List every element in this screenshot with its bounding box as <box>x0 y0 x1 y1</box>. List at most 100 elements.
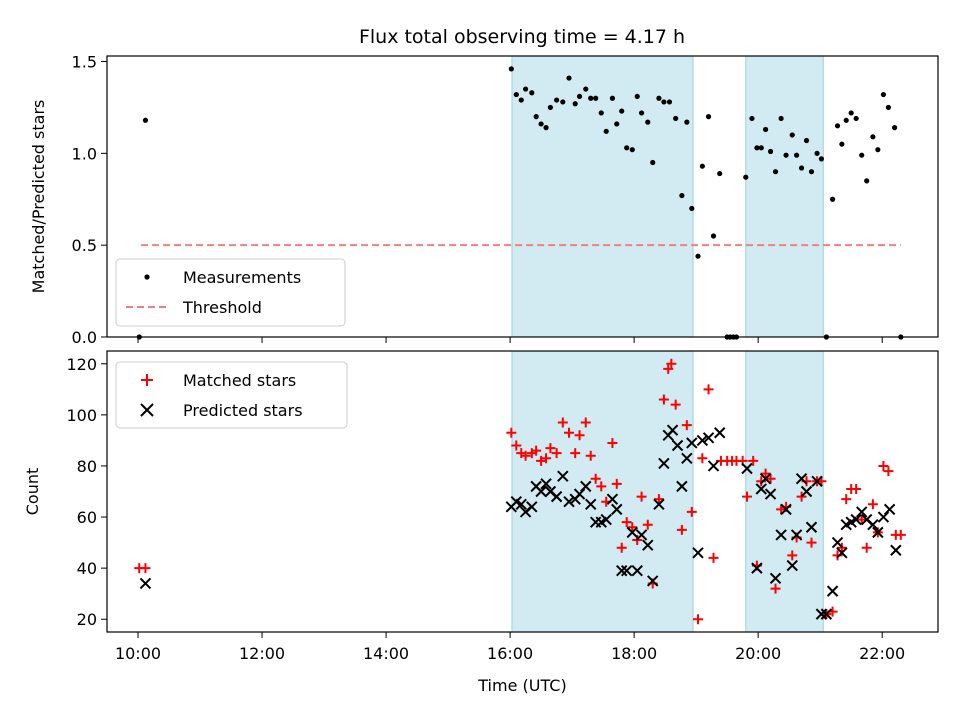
predicted-star-point <box>759 473 772 485</box>
bottom-axes-frame <box>106 350 939 633</box>
predicted-star-point <box>139 577 152 590</box>
measurement-point <box>808 169 815 175</box>
measurement-point <box>818 156 825 162</box>
measurement-point <box>885 104 891 111</box>
measurement-point <box>829 196 836 202</box>
legend-box <box>115 258 346 327</box>
matched-star-point <box>545 443 556 454</box>
matched-star-point <box>867 499 878 510</box>
predicted-star-point <box>686 437 698 449</box>
measurement-point <box>598 110 604 116</box>
matched-star-point <box>585 450 596 461</box>
measurement-point <box>803 137 810 144</box>
measurement-point <box>839 141 845 147</box>
predicted-star-point <box>611 503 623 516</box>
predicted-star-point <box>635 529 648 541</box>
measurement-point <box>870 134 876 140</box>
matched-star-point <box>564 427 575 438</box>
measurement-point <box>656 95 662 101</box>
matched-star-point <box>878 460 889 471</box>
matched-star-point <box>621 517 632 528</box>
measurement-point <box>695 253 701 259</box>
matched-star-point <box>666 358 677 369</box>
predicted-star-point <box>676 480 688 493</box>
matched-star-point <box>883 466 894 477</box>
predicted-star-point <box>580 480 592 493</box>
predicted-star-point <box>606 493 619 505</box>
matched-star-point <box>616 542 627 553</box>
predicted-star-point <box>856 506 868 518</box>
matched-star-point <box>596 481 607 492</box>
measurement-point <box>588 95 594 101</box>
predicted-star-point <box>550 490 563 503</box>
legend-label-threshold: Threshold <box>182 298 262 317</box>
predicted-star-point <box>826 585 839 597</box>
predicted-star-point <box>811 475 823 487</box>
bottom-ytick-label: 100 <box>66 406 97 425</box>
measurement-point <box>783 152 789 158</box>
predicted-star-point <box>877 511 890 523</box>
measurement-point <box>554 97 560 103</box>
matched-star-point <box>541 453 552 464</box>
predicted-star-point <box>653 498 665 510</box>
measurement-point <box>705 114 712 120</box>
bottom-ytick-label: 120 <box>66 355 97 374</box>
measurement-point <box>848 110 854 116</box>
xtick-label: 12:00 <box>239 644 285 663</box>
measurement-point <box>710 233 717 239</box>
predicted-star-point <box>872 526 884 539</box>
matched-star-point <box>506 427 517 438</box>
predicted-star-point <box>800 485 813 498</box>
predicted-star-point <box>769 572 782 585</box>
matched-star-point <box>708 552 719 563</box>
measurement-point <box>142 117 149 123</box>
predicted-star-point <box>666 424 679 436</box>
matched-star-point <box>765 473 776 484</box>
predicted-star-point <box>515 498 527 510</box>
matched-star-point <box>653 494 664 505</box>
legend-marker-measurements <box>144 274 150 280</box>
measurement-point <box>864 178 870 184</box>
measurement-point <box>547 104 554 111</box>
matched-star-point <box>590 473 601 484</box>
bottom-legend: Matched stars Predicted stars <box>115 361 348 429</box>
measurement-point <box>645 119 651 125</box>
top-ytick-label: 0.5 <box>72 236 97 255</box>
measurement-point <box>875 147 881 153</box>
predicted-star-point <box>585 498 597 510</box>
measurement-point <box>533 114 539 120</box>
bottom-ylabel: Count <box>23 468 42 516</box>
matched-star-point <box>551 448 562 459</box>
predicted-star-point <box>658 457 670 470</box>
top-panel: 0.0 0.5 1.0 1.5 Matched/Predicted stars Measu… <box>29 53 939 347</box>
measurement-point <box>572 101 578 107</box>
xtick-label: 16:00 <box>487 644 533 663</box>
matched-star-point <box>703 384 714 395</box>
matched-star-point <box>856 514 867 525</box>
xtick-label: 14:00 <box>363 644 409 663</box>
measurement-point <box>629 147 635 153</box>
matched-star-point <box>607 437 618 448</box>
legend-marker-predicted <box>140 403 154 417</box>
measurement-point <box>684 119 690 125</box>
predicted-star-point <box>795 473 808 485</box>
matched-star-point <box>760 468 771 479</box>
top-ylabel: Matched/Predicted stars <box>29 100 48 294</box>
matched-star-point <box>851 483 862 494</box>
legend-label-measurements: Measurements <box>183 268 301 287</box>
predicted-star-point <box>681 452 693 464</box>
predicted-star-point <box>563 496 575 508</box>
predicted-star-point <box>620 564 633 577</box>
measurement-point <box>798 165 805 171</box>
predicted-star-point <box>631 564 643 577</box>
top-ytick-label: 1.5 <box>72 53 97 72</box>
xtick-label: 10:00 <box>115 644 161 663</box>
top-axes-frame <box>106 55 939 338</box>
matched-star-point <box>806 537 817 548</box>
measurement-point <box>859 152 865 158</box>
bottom-series-predicted-stars <box>139 424 902 620</box>
top-shaded-span-0 <box>511 55 694 338</box>
predicted-star-point <box>867 519 879 531</box>
measurement-point <box>593 95 599 101</box>
bottom-ytick-label: 80 <box>77 457 97 476</box>
